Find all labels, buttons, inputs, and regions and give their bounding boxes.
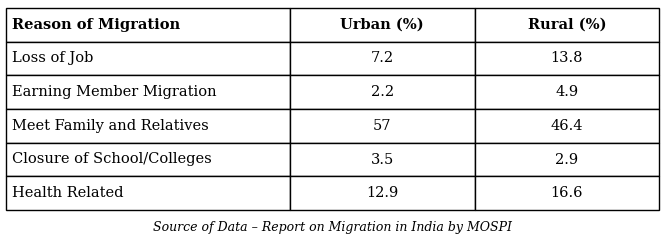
Bar bbox=[475, 42, 659, 75]
Bar bbox=[290, 75, 475, 109]
Text: 2.9: 2.9 bbox=[555, 152, 579, 167]
Text: 57: 57 bbox=[373, 119, 392, 133]
Text: 12.9: 12.9 bbox=[366, 186, 398, 200]
Text: 13.8: 13.8 bbox=[551, 51, 583, 65]
Text: Reason of Migration: Reason of Migration bbox=[12, 18, 180, 32]
Bar bbox=[6, 75, 290, 109]
Text: Earning Member Migration: Earning Member Migration bbox=[12, 85, 217, 99]
Text: 16.6: 16.6 bbox=[551, 186, 583, 200]
Bar bbox=[475, 8, 659, 42]
Bar bbox=[475, 143, 659, 176]
Text: Health Related: Health Related bbox=[12, 186, 124, 200]
Text: 2.2: 2.2 bbox=[370, 85, 394, 99]
Text: 4.9: 4.9 bbox=[555, 85, 579, 99]
Text: 3.5: 3.5 bbox=[370, 152, 394, 167]
Text: Source of Data – Report on Migration in India by MOSPI: Source of Data – Report on Migration in … bbox=[153, 221, 512, 234]
Text: 7.2: 7.2 bbox=[370, 51, 394, 65]
Bar bbox=[6, 176, 290, 210]
Bar bbox=[475, 109, 659, 143]
Bar bbox=[290, 109, 475, 143]
Bar bbox=[6, 42, 290, 75]
Bar bbox=[290, 143, 475, 176]
Text: Urban (%): Urban (%) bbox=[340, 18, 424, 32]
Text: Meet Family and Relatives: Meet Family and Relatives bbox=[12, 119, 209, 133]
Text: 46.4: 46.4 bbox=[551, 119, 583, 133]
Bar bbox=[290, 42, 475, 75]
Text: Loss of Job: Loss of Job bbox=[12, 51, 93, 65]
Bar bbox=[6, 8, 290, 42]
Bar bbox=[290, 8, 475, 42]
Bar bbox=[475, 176, 659, 210]
Bar bbox=[6, 143, 290, 176]
Bar bbox=[290, 176, 475, 210]
Text: Rural (%): Rural (%) bbox=[527, 18, 606, 32]
Bar bbox=[475, 75, 659, 109]
Text: Closure of School/Colleges: Closure of School/Colleges bbox=[12, 152, 211, 167]
Bar bbox=[6, 109, 290, 143]
